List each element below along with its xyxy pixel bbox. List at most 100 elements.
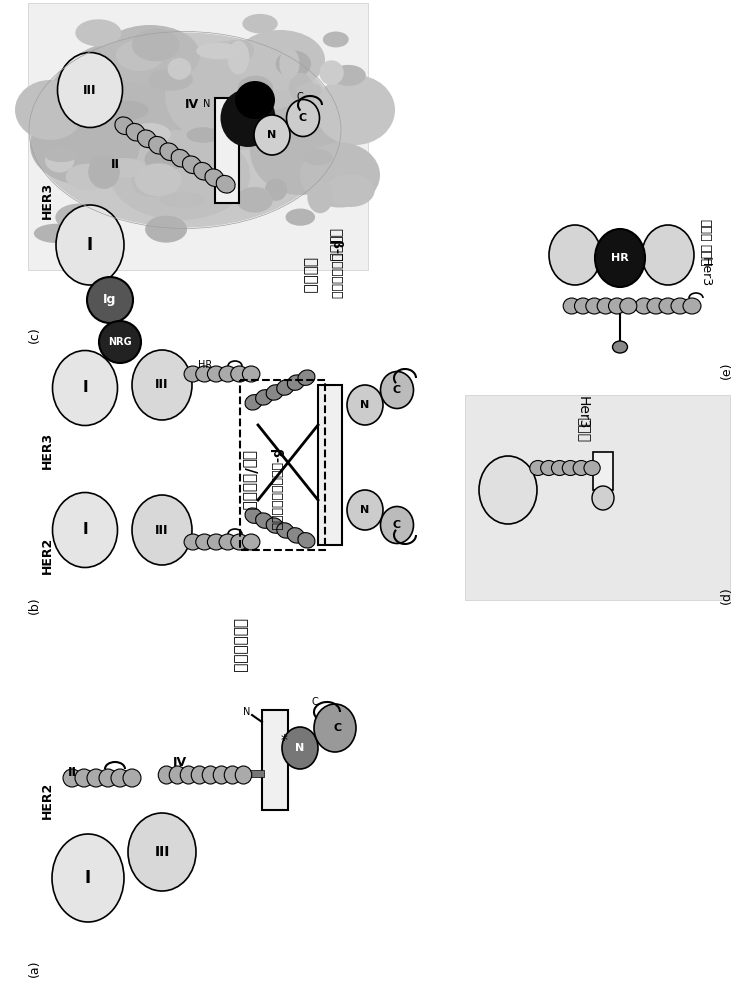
Ellipse shape	[671, 298, 689, 314]
Bar	[215, 98, 239, 203]
Ellipse shape	[56, 204, 103, 231]
Ellipse shape	[289, 73, 312, 101]
Ellipse shape	[194, 162, 213, 180]
Ellipse shape	[296, 83, 322, 98]
Ellipse shape	[265, 179, 287, 201]
Ellipse shape	[243, 534, 260, 550]
Ellipse shape	[287, 528, 304, 543]
Ellipse shape	[479, 456, 537, 524]
Ellipse shape	[216, 175, 235, 193]
Text: I: I	[82, 522, 88, 538]
Ellipse shape	[75, 769, 93, 787]
Ellipse shape	[227, 41, 249, 75]
Ellipse shape	[235, 766, 251, 784]
Ellipse shape	[642, 225, 694, 285]
Ellipse shape	[315, 75, 395, 145]
Ellipse shape	[235, 30, 325, 90]
Ellipse shape	[277, 523, 294, 538]
Text: (a): (a)	[28, 959, 41, 977]
Ellipse shape	[620, 298, 637, 314]
Ellipse shape	[323, 32, 349, 47]
Text: C: C	[393, 520, 401, 530]
Ellipse shape	[30, 32, 340, 228]
Bar	[240, 380, 325, 550]
Ellipse shape	[132, 350, 192, 420]
Ellipse shape	[187, 127, 219, 143]
Ellipse shape	[266, 518, 283, 533]
Ellipse shape	[286, 209, 315, 226]
Ellipse shape	[326, 174, 375, 207]
Ellipse shape	[53, 351, 117, 426]
Ellipse shape	[231, 534, 248, 550]
Text: III: III	[84, 84, 97, 97]
Ellipse shape	[168, 58, 191, 80]
Ellipse shape	[584, 460, 600, 476]
Ellipse shape	[184, 534, 202, 550]
Ellipse shape	[320, 60, 344, 85]
Text: Ig: Ig	[103, 294, 117, 306]
Ellipse shape	[196, 366, 213, 382]
Ellipse shape	[100, 25, 200, 85]
Ellipse shape	[145, 216, 187, 243]
Ellipse shape	[380, 371, 413, 408]
Text: III: III	[155, 524, 169, 536]
Ellipse shape	[106, 100, 149, 120]
Ellipse shape	[277, 380, 294, 395]
Ellipse shape	[300, 142, 380, 208]
Ellipse shape	[110, 130, 250, 220]
Ellipse shape	[30, 105, 140, 185]
Ellipse shape	[541, 460, 557, 476]
Ellipse shape	[595, 229, 645, 287]
Bar	[28, 3, 368, 270]
Text: N: N	[361, 505, 369, 515]
Text: I: I	[85, 869, 91, 887]
Ellipse shape	[562, 460, 578, 476]
Ellipse shape	[608, 298, 625, 314]
Ellipse shape	[266, 385, 283, 400]
Ellipse shape	[331, 65, 366, 86]
Text: IV: IV	[173, 756, 187, 770]
Ellipse shape	[303, 149, 333, 165]
Ellipse shape	[279, 48, 300, 79]
Ellipse shape	[132, 495, 192, 565]
Ellipse shape	[213, 766, 229, 784]
Ellipse shape	[56, 205, 124, 285]
Ellipse shape	[245, 395, 262, 410]
Ellipse shape	[165, 40, 315, 150]
Bar	[244, 770, 264, 777]
Ellipse shape	[287, 375, 304, 390]
Ellipse shape	[131, 164, 170, 197]
Text: HER3: HER3	[40, 181, 54, 219]
Ellipse shape	[53, 492, 117, 568]
Ellipse shape	[237, 76, 273, 102]
Ellipse shape	[224, 766, 240, 784]
Ellipse shape	[573, 460, 589, 476]
Text: (e): (e)	[720, 361, 733, 379]
Ellipse shape	[52, 834, 124, 922]
Ellipse shape	[45, 147, 75, 173]
Text: HR: HR	[611, 253, 629, 263]
Ellipse shape	[236, 187, 273, 213]
Text: 异二聚化: 异二聚化	[328, 228, 342, 262]
Ellipse shape	[160, 143, 179, 161]
Ellipse shape	[135, 163, 182, 196]
Ellipse shape	[191, 766, 207, 784]
Text: 调蛋白: 调蛋白	[699, 219, 712, 241]
Ellipse shape	[219, 366, 237, 382]
Ellipse shape	[635, 298, 653, 314]
Text: IV: IV	[185, 99, 199, 111]
Text: I: I	[82, 380, 88, 395]
Ellipse shape	[551, 460, 567, 476]
Text: (c): (c)	[28, 327, 41, 343]
Text: II: II	[111, 158, 119, 172]
Ellipse shape	[347, 490, 383, 530]
Ellipse shape	[89, 75, 125, 99]
Text: 闭合/锁定构象: 闭合/锁定构象	[243, 450, 257, 510]
Ellipse shape	[77, 112, 98, 146]
Ellipse shape	[256, 390, 273, 405]
Ellipse shape	[184, 366, 202, 382]
Text: II: II	[67, 766, 76, 780]
Ellipse shape	[298, 533, 315, 548]
Ellipse shape	[196, 43, 240, 59]
Ellipse shape	[586, 298, 603, 314]
